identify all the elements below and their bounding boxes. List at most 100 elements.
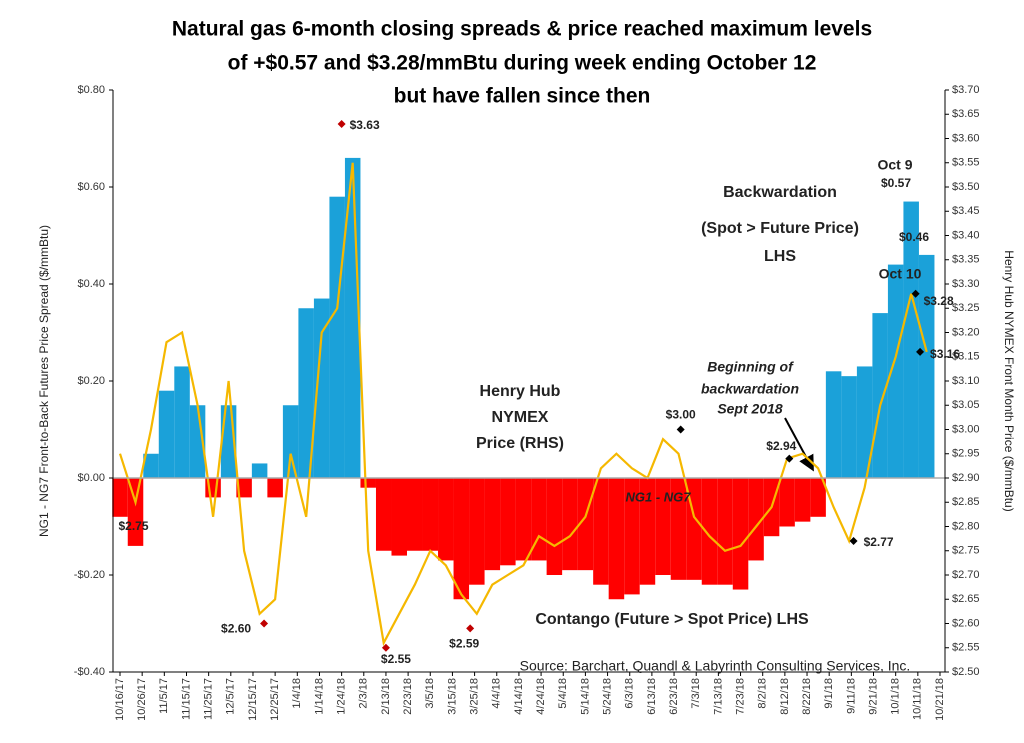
bar [298, 308, 314, 478]
y2-tick-label: $2.75 [952, 545, 980, 557]
x-tick-label: 9/21/18 [867, 678, 879, 715]
bar [112, 478, 128, 517]
x-tick-label: 5/4/18 [557, 678, 569, 709]
x-tick-label: 6/13/18 [646, 678, 658, 715]
y2-tick-label: $3.20 [952, 326, 980, 338]
y2-tick-label: $3.00 [952, 423, 980, 435]
price-point [785, 454, 794, 463]
bar [794, 478, 811, 522]
x-tick-label: 8/22/18 [801, 678, 813, 715]
y-axis-title: NG1 - NG7 Front-to-Back Futures Price Sp… [37, 225, 51, 537]
y2-tick-label: $3.05 [952, 399, 980, 411]
x-tick-label: 8/2/18 [757, 678, 769, 709]
bar [887, 264, 904, 478]
bar [360, 478, 376, 488]
bar [438, 478, 454, 561]
bar [189, 405, 206, 478]
x-tick-label: 6/3/18 [624, 678, 636, 709]
y-tick-label: -$0.40 [74, 666, 105, 678]
point-label: $2.59 [449, 637, 479, 651]
x-tick-label: 5/14/18 [579, 678, 591, 715]
y2-tick-label: $2.60 [952, 617, 980, 629]
point-label: $2.75 [118, 519, 148, 533]
x-tick-label: 2/23/18 [402, 678, 414, 715]
x-tick-label: 1/14/18 [313, 678, 325, 715]
bar [872, 313, 888, 478]
price-point [676, 425, 685, 434]
y-tick-label: -$0.20 [74, 569, 105, 581]
x-tick-label: 4/4/18 [491, 678, 503, 709]
bar [158, 390, 175, 478]
y2-tick-label: $2.85 [952, 496, 980, 508]
bar [639, 478, 656, 585]
bar [143, 453, 159, 478]
x-tick-label: 6/23/18 [668, 678, 680, 715]
y2-axis-title: Henry Hub NYMEX Front Month Price ($/mmB… [1002, 250, 1016, 511]
x-tick-label: 4/14/18 [513, 678, 525, 715]
y2-tick-label: $3.60 [952, 132, 980, 144]
annotation: Oct 10 [879, 266, 922, 282]
annotation: Oct 9 [877, 157, 912, 173]
y2-tick-label: $2.90 [952, 472, 980, 484]
annotation: LHS [764, 248, 796, 265]
bar [825, 371, 842, 478]
annotation: NYMEX [492, 409, 549, 426]
x-tick-label: 10/1/18 [890, 678, 902, 715]
price-point [381, 643, 390, 652]
annotation: Henry Hub [480, 383, 561, 400]
bar [748, 478, 764, 561]
bar [313, 298, 330, 478]
bar [174, 366, 190, 478]
y2-tick-label: $3.45 [952, 205, 980, 217]
price-point [260, 619, 269, 628]
y-tick-label: $0.40 [77, 278, 105, 290]
x-tick-label: 10/16/17 [114, 678, 126, 721]
bar [484, 478, 501, 571]
y2-tick-label: $2.65 [952, 593, 980, 605]
y-tick-label: $0.80 [77, 84, 105, 96]
y2-tick-label: $3.35 [952, 254, 980, 266]
bar [856, 366, 873, 478]
bar [903, 201, 919, 479]
price-point [337, 119, 346, 128]
bar [127, 478, 144, 546]
y2-tick-label: $3.15 [952, 351, 980, 363]
point-label: $3.00 [666, 408, 696, 422]
bar [422, 478, 439, 551]
x-tick-label: 11/15/17 [180, 678, 192, 720]
y2-tick-label: $2.95 [952, 448, 980, 460]
y2-tick-label: $2.80 [952, 520, 980, 532]
y-tick-label: $0.60 [77, 181, 105, 193]
annotation: backwardation [701, 381, 799, 397]
annotation: Sept 2018 [717, 401, 783, 417]
bar [701, 478, 718, 585]
annotation: Beginning of [707, 359, 794, 375]
bar [918, 254, 935, 478]
bar [732, 478, 749, 590]
x-tick-label: 8/12/18 [779, 678, 791, 715]
y-tick-label: $0.20 [77, 375, 105, 387]
bar [407, 478, 423, 551]
bar [236, 478, 252, 498]
bar [329, 196, 345, 478]
y2-tick-label: $3.10 [952, 375, 980, 387]
annotation: $0.57 [881, 176, 911, 190]
y2-tick-label: $3.65 [952, 108, 980, 120]
y-tick-label: $0.00 [77, 472, 105, 484]
x-tick-label: 2/13/18 [380, 678, 392, 715]
x-tick-label: 7/13/18 [712, 678, 724, 715]
annotation: Backwardation [723, 184, 837, 201]
x-tick-label: 4/24/18 [535, 678, 547, 715]
x-tick-label: 9/1/18 [823, 678, 835, 709]
x-tick-label: 3/15/18 [446, 678, 458, 715]
price-point [911, 289, 920, 298]
bar [282, 405, 299, 478]
annotation: NG1 - NG7 [625, 489, 691, 504]
annotation: Contango (Future > Spot Price) LHS [535, 611, 809, 628]
point-label: $2.55 [381, 652, 411, 666]
x-tick-label: 1/24/18 [336, 678, 348, 715]
bar [717, 478, 733, 585]
y2-tick-label: $2.70 [952, 569, 980, 581]
x-tick-label: 3/5/18 [424, 678, 436, 709]
price-line [118, 162, 928, 647]
